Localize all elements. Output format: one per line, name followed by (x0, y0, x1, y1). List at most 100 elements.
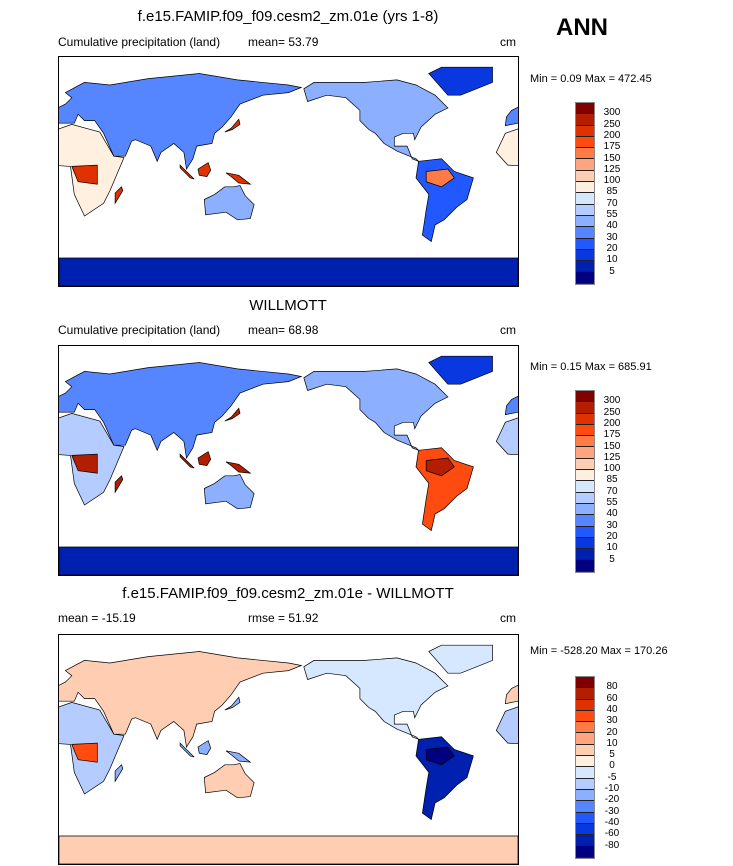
colorbar-tick-label: -30 (604, 805, 620, 817)
stat-label: mean= 68.98 (248, 323, 319, 337)
colorbar-box (576, 436, 594, 448)
colorbar-tick-label: -10 (604, 783, 620, 794)
colorbar-box (576, 481, 594, 493)
colorbar-box (576, 204, 594, 216)
colorbar-tick-label: 200 (603, 417, 621, 429)
stat-label: mean= 53.79 (248, 35, 319, 49)
colorbar-tick-label: 20 (606, 242, 618, 254)
colorbar-box (576, 823, 594, 836)
land-region-au (203, 763, 255, 799)
land-region-na (303, 657, 449, 740)
min-max-label: Min = -528.20 Max = 170.26 (530, 645, 668, 657)
stat-label: rmse = 51.92 (248, 611, 319, 625)
colorbar-tick-label: 30 (606, 231, 618, 243)
colorbar-tick-label: 100 (603, 175, 621, 187)
left-label: Cumulative precipitation (land) (58, 35, 221, 49)
colorbar-box (576, 136, 594, 149)
land-region-afc (71, 742, 98, 763)
colorbar-box (576, 778, 594, 790)
land-region-gr (428, 355, 493, 385)
colorbar-tick-label: 5 (609, 265, 615, 277)
land-region-afc (71, 164, 98, 185)
colorbar-tick-label: 150 (603, 440, 621, 452)
season-label: ANN (556, 14, 608, 41)
land-region-isl2 (179, 742, 195, 758)
colorbar-box (576, 756, 594, 768)
panel-title: f.e15.FAMIP.f09_f09.cesm2_zm.01e - WILLM… (122, 585, 454, 602)
colorbar-box (576, 835, 594, 847)
colorbar-tick-label: 10 (606, 542, 618, 554)
land-region-af (495, 413, 584, 506)
land-region-gr (428, 644, 493, 674)
land-region-isl4 (114, 186, 124, 205)
colorbar-tick-label: 125 (603, 451, 621, 463)
colorbar-tick-label: -5 (607, 771, 617, 783)
colorbar-tick-label: 55 (606, 497, 618, 508)
land-region-afc (71, 453, 98, 474)
colorbar-tick-label: 40 (606, 508, 618, 520)
land-region-sac (425, 746, 455, 766)
land-region-isl2 (179, 164, 195, 180)
colorbar-box (576, 249, 594, 262)
colorbar-box (576, 846, 594, 858)
colorbar-tick-label: 55 (606, 209, 618, 220)
colorbar-tick-label: -40 (604, 816, 620, 828)
map-panel (0, 634, 733, 865)
units-label: cm (500, 35, 516, 49)
colorbar-box (576, 402, 594, 414)
colorbar-box (576, 261, 594, 273)
colorbar-box (576, 710, 594, 723)
colorbar-box (576, 699, 594, 711)
land-region-gr (428, 66, 493, 96)
colorbar-box (576, 272, 594, 284)
land-region-eu (45, 651, 303, 748)
left-label: mean = -15.19 (58, 611, 136, 625)
land-region-isl3 (225, 461, 252, 474)
colorbar-box (576, 733, 594, 745)
land-region-na (303, 79, 449, 162)
map-panel (0, 56, 733, 287)
colorbar-box (576, 549, 594, 561)
colorbar-box (576, 125, 594, 137)
colorbar-box (576, 238, 594, 250)
land-region-isl (197, 162, 212, 177)
colorbar-tick-label: 20 (606, 726, 618, 738)
colorbar-tick-label: 300 (603, 107, 621, 119)
colorbar-box (576, 515, 594, 527)
colorbar-tick-label: 175 (603, 141, 621, 153)
colorbar-tick-label: 30 (606, 715, 618, 727)
map-plot (0, 355, 733, 576)
colorbar-tick-label: 100 (603, 463, 621, 475)
land-region-af (495, 702, 584, 795)
colorbar-box (576, 537, 594, 550)
colorbar (575, 676, 595, 859)
colorbar-tick-label: 85 (606, 474, 618, 486)
colorbar-tick-label: 0 (609, 760, 615, 772)
colorbar-tick-label: -80 (604, 839, 620, 851)
land-region-au (203, 185, 255, 221)
panel-title: f.e15.FAMIP.f09_f09.cesm2_zm.01e (yrs 1-… (137, 8, 439, 25)
land-region-eu (45, 362, 303, 459)
colorbar-box (576, 767, 594, 779)
colorbar-tick-label: 150 (603, 152, 621, 164)
colorbar-box (576, 677, 594, 689)
colorbar-tick-label: 60 (606, 692, 618, 704)
map-plot (0, 66, 733, 287)
colorbar-tick-label: 10 (606, 737, 618, 749)
colorbar-tick-label: -20 (604, 794, 620, 806)
colorbar-box (576, 170, 594, 183)
colorbar-tick-label: 125 (603, 163, 621, 175)
colorbar-box (576, 159, 594, 171)
colorbar-tick-label: 200 (603, 129, 621, 141)
colorbar-box (576, 424, 594, 437)
land-region-sac (425, 168, 455, 188)
map-panel (0, 345, 733, 576)
land-region-isl (197, 451, 212, 466)
colorbar-tick-label: 5 (609, 749, 615, 761)
colorbar-box (576, 503, 594, 516)
land-region-isl3 (225, 172, 252, 185)
units-label: cm (500, 323, 516, 337)
colorbar-tick-label: 40 (606, 703, 618, 715)
land-region-af (495, 124, 584, 217)
land-region-ant (58, 546, 519, 576)
